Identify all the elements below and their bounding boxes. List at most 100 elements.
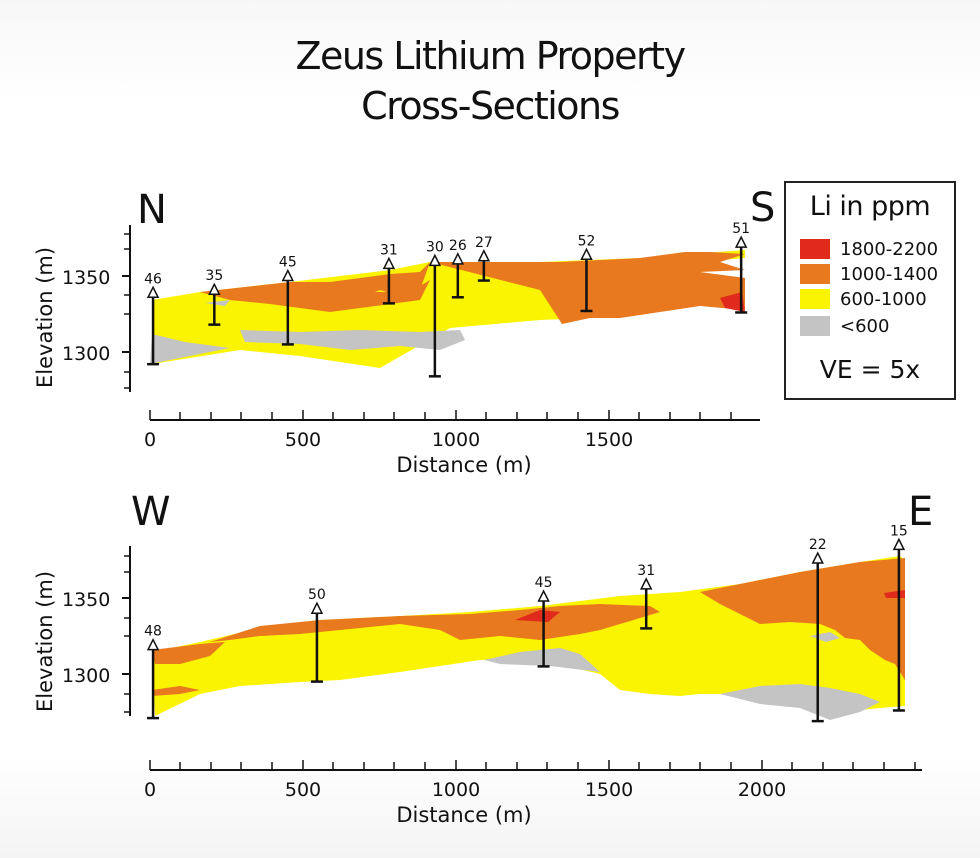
- legend: Li in ppm 1800-2200 1000-1400 600-1000 <…: [784, 181, 956, 400]
- drillhole-45: 45: [535, 575, 553, 668]
- section-west-east: W E: [33, 489, 933, 827]
- legend-label-medium: 600-1000: [840, 288, 927, 310]
- drillhole-label: 46: [144, 271, 162, 287]
- section2-zone-high-c: [152, 686, 200, 696]
- drillhole-collar-marker: [281, 268, 295, 282]
- section2-y-axis: 1350 1300 Elevation (m): [33, 546, 131, 716]
- legend-swatch-low: [800, 316, 830, 336]
- drillhole-26: 26: [449, 238, 467, 299]
- section1-y-label: Elevation (m): [33, 247, 57, 388]
- drillhole-50: 50: [308, 587, 326, 683]
- section2-ytick-1300: 1300: [62, 665, 110, 687]
- drillhole-30: 30: [426, 239, 444, 378]
- section2-xtick-2000: 2000: [738, 779, 786, 801]
- drillhole-22: 22: [809, 537, 827, 723]
- drillhole-label: 45: [535, 575, 553, 591]
- direction-east: E: [908, 489, 933, 535]
- section2-y-label: Elevation (m): [33, 571, 57, 712]
- drillhole-collar-marker: [382, 256, 396, 270]
- drillhole-label: 15: [890, 523, 908, 539]
- drillhole-45: 45: [279, 255, 297, 346]
- section1-y-axis: 1350 1300 Elevation (m): [33, 225, 131, 392]
- drillhole-label: 30: [426, 239, 444, 255]
- section2-xtick-1000: 1000: [432, 779, 480, 801]
- section1-zone-low-c: [205, 300, 230, 306]
- legend-swatch-very-high: [800, 239, 830, 259]
- legend-item-high: 1000-1400: [800, 263, 938, 285]
- legend-swatch-medium: [800, 289, 830, 309]
- drillhole-35: 35: [205, 268, 223, 326]
- section1-x-axis: 0 500 1000 1500 Distance (m): [144, 410, 760, 477]
- drillhole-27: 27: [475, 235, 493, 282]
- drillhole-label: 50: [308, 587, 326, 603]
- legend-item-low: <600: [800, 315, 889, 337]
- drillhole-label: 31: [637, 563, 655, 579]
- section1-zone-low-a: [150, 334, 230, 364]
- drillhole-label: 31: [380, 242, 398, 258]
- section1-xtick-1500: 1500: [585, 429, 633, 451]
- section1-geology: [150, 250, 745, 368]
- legend-label-very-high: 1800-2200: [840, 238, 939, 260]
- drillhole-collar-marker: [310, 601, 324, 614]
- legend-item-medium: 600-1000: [800, 288, 927, 310]
- drillhole-collar-marker: [146, 285, 160, 299]
- drillhole-31: 31: [380, 242, 398, 305]
- section2-xtick-1500: 1500: [585, 779, 633, 801]
- drillhole-collar-marker: [734, 235, 748, 248]
- section-north-south: N S: [33, 185, 775, 477]
- section2-zone-low-a: [484, 648, 600, 672]
- drillhole-31: 31: [637, 563, 655, 630]
- section1-xtick-0: 0: [144, 429, 156, 451]
- section2-x-axis: 0 500 1000 1500 2000 Distance (m): [144, 760, 922, 827]
- drillhole-collar-marker: [537, 589, 550, 602]
- drillhole-label: 52: [578, 233, 596, 249]
- section1-zone-high-c: [330, 262, 430, 298]
- drillhole-label: 51: [732, 221, 750, 237]
- drillhole-collar-marker: [451, 252, 465, 265]
- drillhole-collar-marker: [208, 282, 221, 295]
- drillhole-52: 52: [578, 233, 596, 313]
- legend-item-very-high: 1800-2200: [800, 238, 938, 260]
- section1-xtick-1000: 1000: [432, 429, 480, 451]
- drillhole-label: 26: [449, 238, 467, 254]
- drillhole-label: 45: [279, 255, 297, 271]
- drillhole-collar-marker: [580, 247, 593, 261]
- section1-ytick-1350: 1350: [62, 267, 110, 289]
- drillhole-label: 48: [144, 624, 162, 640]
- section1-xtick-500: 500: [285, 429, 321, 451]
- drillhole-15: 15: [890, 523, 908, 712]
- direction-west: W: [131, 489, 171, 535]
- drillhole-label: 22: [809, 537, 827, 553]
- section1-ytick-1300: 1300: [62, 343, 110, 365]
- section2-zone-high-d: [700, 558, 905, 680]
- legend-label-low: <600: [840, 315, 890, 337]
- direction-south: S: [750, 185, 775, 231]
- figure-title-line1: Zeus Lithium Property: [295, 34, 686, 78]
- section2-xtick-500: 500: [285, 779, 321, 801]
- drillhole-46: 46: [144, 271, 162, 366]
- drillhole-51: 51: [732, 221, 750, 314]
- section1-x-label: Distance (m): [396, 453, 531, 477]
- section1-drillholes: 46 35 45 31 30 26 27 52 51: [144, 221, 750, 378]
- section2-zone-veryhigh-a: [515, 610, 560, 622]
- drillhole-collar-marker: [811, 551, 824, 564]
- section2-xtick-0: 0: [144, 779, 156, 801]
- direction-north: N: [137, 187, 167, 233]
- legend-label-high: 1000-1400: [840, 263, 939, 285]
- section2-ytick-1350: 1350: [62, 589, 110, 611]
- section1-zone-low-b: [240, 330, 465, 350]
- legend-title: Li in ppm: [809, 191, 931, 222]
- drillhole-48: 48: [144, 624, 162, 720]
- section2-zone-low-b: [720, 684, 880, 720]
- drillhole-label: 35: [205, 268, 223, 284]
- drillhole-collar-marker: [639, 577, 653, 590]
- drillhole-collar-marker: [892, 537, 906, 551]
- drillhole-label: 27: [475, 235, 493, 251]
- section2-geology: [152, 556, 905, 720]
- section2-drillholes: 48 50 45 31 22 15: [144, 523, 908, 723]
- section2-zone-high-b: [152, 642, 225, 664]
- legend-swatch-high: [800, 264, 830, 284]
- drillhole-collar-marker: [146, 638, 160, 651]
